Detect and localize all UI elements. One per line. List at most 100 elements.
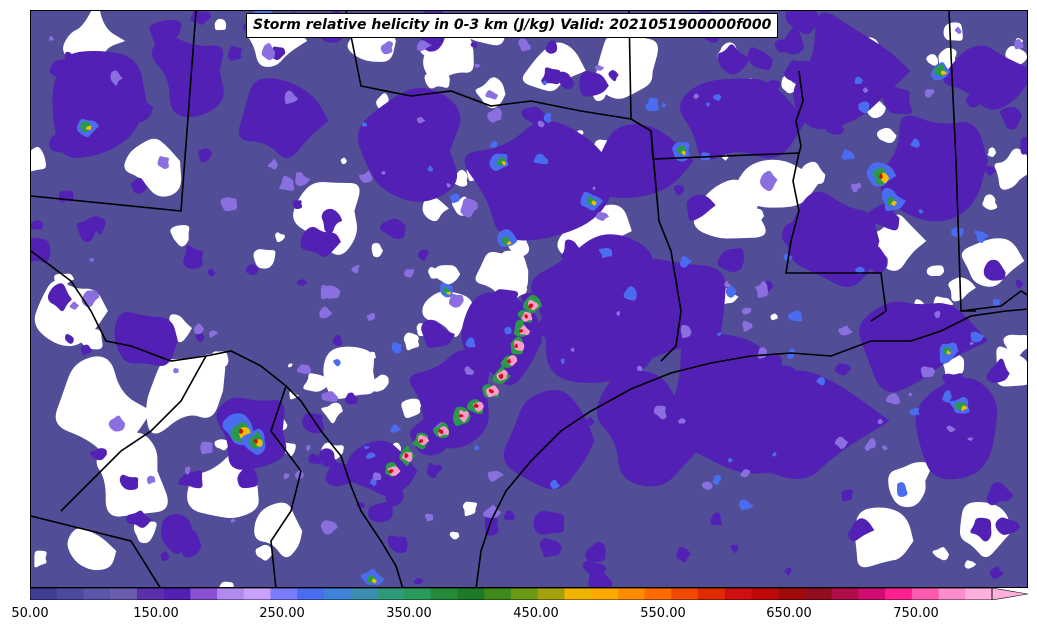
purple-patch [292,200,303,210]
light-purple-patch [759,170,778,192]
low-value-area [595,31,658,99]
low-value-speckle [948,277,976,302]
blue-patch [645,97,659,112]
purple-patch [852,55,862,65]
cell-yellow [681,150,686,156]
colorbar-swatch [698,588,726,600]
colorbar-swatch [30,588,58,600]
low-value-speckle [433,265,461,285]
purple-patch [116,91,154,124]
mexico-state-line-3 [31,515,161,587]
low-value-speckle [428,267,440,279]
low-value-speckle [303,373,332,392]
colorbar-swatch [270,588,298,600]
low-value-speckle [401,398,423,418]
cell-green [80,121,93,133]
purple-patch [49,135,69,153]
low-value-speckle [214,18,227,31]
low-value-speckle [275,232,285,243]
purple-patch [990,566,1005,579]
colorbar-swatch [751,588,779,600]
purple-region [679,78,806,160]
blue-patch [992,298,1000,307]
low-value-speckle [926,54,939,66]
blue-patch [543,112,552,123]
colorbar-swatch [457,588,485,600]
purple-patch [784,567,792,576]
low-value-speckle [801,161,826,184]
light-purple-patch [885,393,901,405]
low-value-speckle [170,225,190,247]
light-purple-patch [404,269,415,278]
colorbar-swatch [831,588,859,600]
purple-patch [942,373,965,392]
colorbar-swatch [885,588,913,600]
moderate-helicity-areas [31,11,1027,587]
purple-patch [702,394,724,410]
colorbar-swatch [564,588,592,600]
purple-patch [478,329,503,361]
low-value-speckle [287,363,293,368]
helicity-line-red [418,439,424,444]
light-purple-patch [954,26,962,34]
light-purple-patch [89,257,95,262]
colorbar-swatch [484,588,512,600]
light-purple-patch [570,347,575,353]
low-value-speckle [340,157,347,165]
cell-yellow [890,200,898,207]
purple-patch [531,202,563,229]
purple-patch [237,464,258,489]
purple-patch [986,482,1014,506]
light-purple-patch [351,264,360,274]
blue-patch [976,231,990,243]
low-value-speckle [81,329,103,350]
low-value-area [67,528,117,571]
light-purple-patch [882,445,888,451]
helicity-line-pink [513,340,525,351]
light-purple-patch [320,520,338,535]
purple-patch [546,422,564,438]
light-purple-patch [416,40,432,52]
colorbar-swatch [323,588,352,600]
purple-patch [784,59,811,83]
blue-patch [679,256,693,268]
light-purple-patch [934,310,941,319]
purple-patch [95,95,114,112]
light-purple-patch [283,472,290,480]
colorbar-swatch [858,588,886,600]
light-purple-patch [485,90,498,100]
light-purple-patch [306,445,311,451]
purple-patch [536,311,562,342]
low-value-area [994,148,1027,190]
low-value-area [854,507,914,568]
purple-patch [31,237,51,263]
colorbar-swatch [911,588,940,600]
blue-patch [598,247,613,259]
colorbar-swatch [56,588,84,600]
colorbar-swatch [591,588,619,600]
purple-region [238,78,329,158]
colorbar-swatch [644,588,672,600]
low-value-speckle [932,546,949,561]
blue-patch [623,286,637,301]
blue-patch [390,424,402,433]
light-purple-patch [595,211,609,222]
purple-patch [985,165,997,176]
colorbar-swatch [617,588,646,600]
purple-patch [539,538,563,558]
blue-patch [533,153,549,165]
low-value-speckle [253,249,276,269]
light-purple-patch [742,307,752,315]
helicity-line-red [404,453,409,459]
purple-patch [585,416,595,426]
state-border-ok-north [345,11,652,132]
purple-patch [130,177,147,194]
purple-patch [126,510,152,528]
low-value-speckle [255,544,274,561]
purple-patch [781,221,807,246]
purple-patch [533,510,565,535]
helicity-line-pink [387,466,401,476]
light-purple-patch [267,158,278,170]
gulf-coastline [475,308,1027,587]
light-purple-patch [724,281,732,288]
